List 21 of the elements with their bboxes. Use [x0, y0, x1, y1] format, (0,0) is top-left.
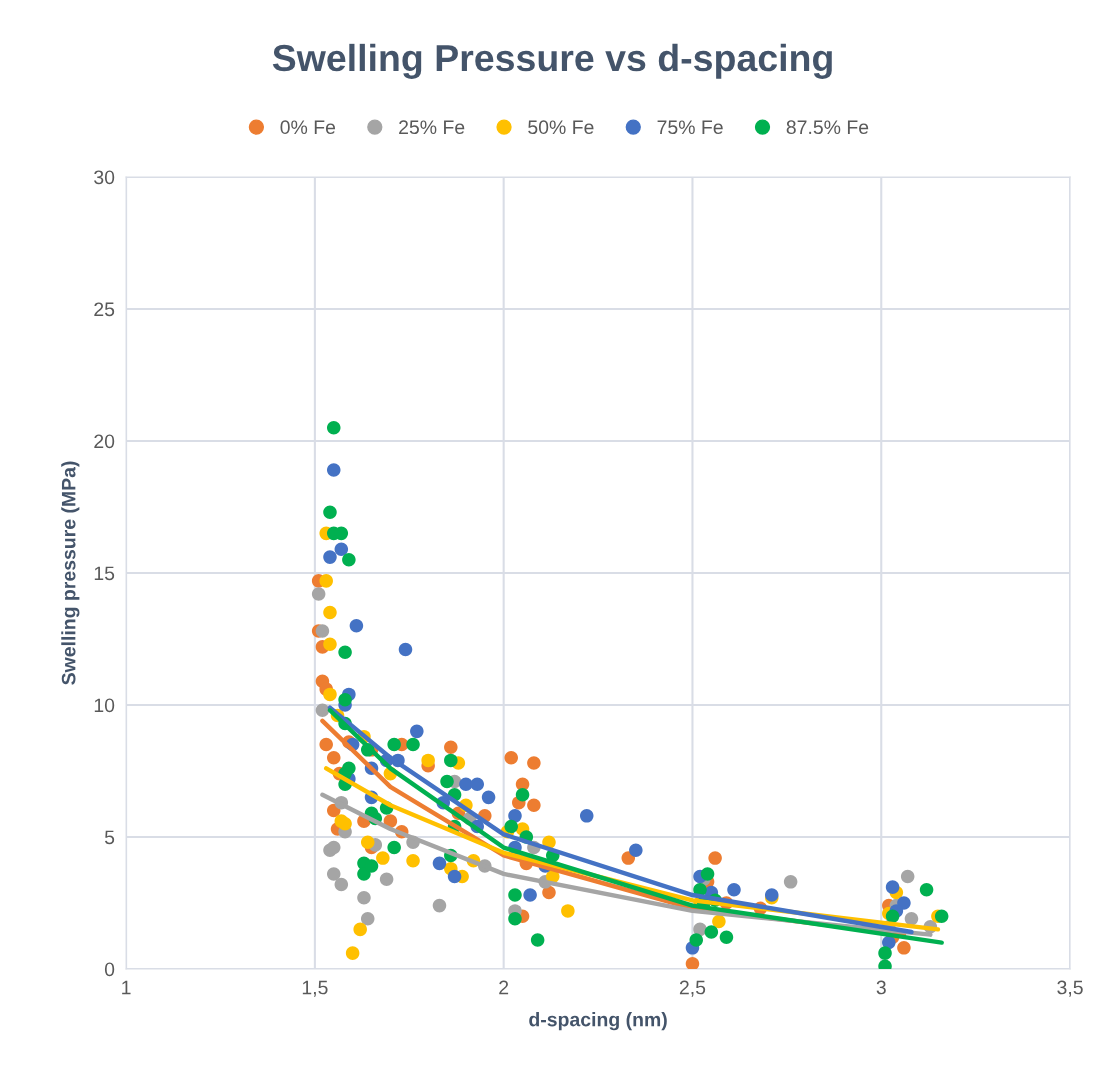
y-tick-label: 30	[94, 170, 115, 185]
x-tick-label: 3	[876, 980, 886, 995]
legend-label: 0% Fe	[280, 120, 336, 135]
y-tick-label: 25	[94, 302, 115, 317]
y-tick-label: 5	[104, 830, 115, 845]
x-tick-label: 1,5	[302, 980, 328, 997]
x-tick-label: 3,5	[1057, 980, 1083, 997]
chart-title: Swelling Pressure vs d-spacing	[272, 43, 832, 79]
y-tick-label: 0	[104, 962, 115, 977]
legend-label: 87.5% Fe	[786, 120, 869, 135]
y-tick-label: 10	[94, 698, 115, 713]
x-tick-label: 2	[499, 980, 509, 995]
y-tick-label: 20	[94, 434, 115, 449]
legend-label: 50% Fe	[528, 120, 594, 135]
x-tick-label: 1	[122, 980, 131, 995]
y-tick-label: 15	[94, 566, 115, 581]
y-axis-title: Swelling pressure (MPa)	[61, 461, 80, 685]
x-tick-label: 2,5	[679, 980, 706, 997]
legend-label: 75% Fe	[657, 120, 723, 135]
x-axis-title: d-spacing (nm)	[529, 1012, 667, 1031]
legend-label: 25% Fe	[399, 120, 465, 135]
